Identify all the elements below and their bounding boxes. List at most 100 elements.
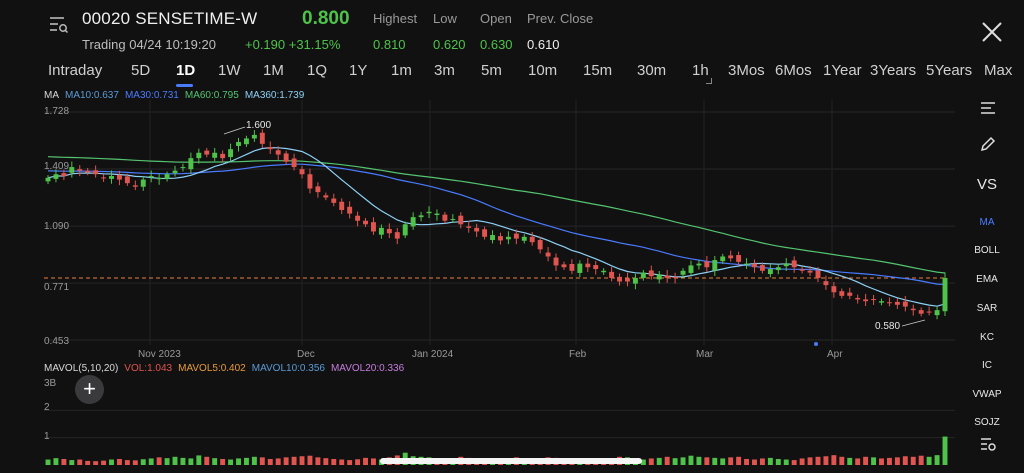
tab-10m[interactable]: 10m	[528, 62, 558, 79]
time-axis-label: Nov 2023	[138, 349, 181, 360]
vs-button[interactable]: VS	[976, 176, 997, 193]
tab-intraday[interactable]: Intraday	[48, 62, 103, 79]
candle-body	[220, 153, 226, 159]
ma-legend-label: MA	[44, 90, 59, 101]
volume-bar	[101, 460, 107, 465]
candle-body	[545, 252, 551, 257]
candle-body	[363, 220, 368, 225]
volume-bar	[712, 457, 718, 465]
high-annotation-leader	[223, 126, 246, 135]
candle-body	[410, 217, 416, 227]
tab-1w[interactable]: 1W	[218, 62, 241, 79]
tab-1q[interactable]: 1Q	[307, 62, 328, 79]
tab-6mos[interactable]: 6Mos	[775, 62, 812, 79]
indicator-ema[interactable]: EMA	[976, 274, 998, 285]
pencil-icon[interactable]	[978, 134, 998, 154]
candle-body	[490, 235, 495, 241]
volume-bar	[688, 455, 694, 465]
volume-bar	[267, 458, 273, 465]
volume-bar	[926, 456, 932, 465]
list-search-icon[interactable]	[48, 14, 68, 36]
volume-bar	[283, 457, 289, 465]
tab-3m[interactable]: 3m	[434, 62, 455, 79]
tab-max[interactable]: Max	[984, 62, 1013, 79]
volume-bar	[132, 460, 138, 465]
indicator-vwap[interactable]: VWAP	[972, 389, 1002, 400]
candle-body	[180, 167, 186, 169]
volume-bar	[640, 459, 646, 465]
candle-body	[331, 198, 337, 203]
tab-30m[interactable]: 30m	[637, 62, 667, 79]
list-settings-icon[interactable]	[978, 98, 998, 118]
candle-body	[783, 263, 789, 267]
volume-bar	[736, 456, 742, 465]
indicator-boll[interactable]: BOLL	[974, 245, 1000, 256]
candle-body	[744, 263, 750, 265]
tab-3mos[interactable]: 3Mos	[728, 62, 765, 79]
candle-body	[799, 269, 805, 271]
volume-bar	[680, 457, 686, 465]
tab-1y[interactable]: 1Y	[349, 62, 368, 79]
tab-1d[interactable]: 1D	[176, 62, 196, 79]
indicator-ma[interactable]: MA	[979, 217, 995, 228]
volume-bar	[236, 458, 241, 465]
candle-body	[323, 195, 329, 198]
add-indicator-button[interactable]: +	[75, 375, 104, 404]
price-change: +0.190 +31.15%	[245, 37, 341, 52]
candle-body	[847, 292, 853, 296]
candle-body	[347, 206, 353, 214]
volume-bar	[347, 460, 353, 465]
candle-body	[267, 147, 273, 150]
mavol20-legend: MAVOL20:0.336	[330, 363, 405, 374]
candle-body	[339, 201, 345, 210]
volume-bar	[323, 458, 329, 465]
candle-body	[759, 265, 765, 271]
indicator-kc[interactable]: KC	[980, 332, 994, 343]
indicator-ic[interactable]: IC	[982, 360, 992, 371]
current-price: 0.800	[302, 8, 350, 29]
tab-1m-minute[interactable]: 1m	[391, 62, 412, 79]
tab-1year[interactable]: 1Year	[823, 62, 862, 79]
stock-symbol: 00020 SENSETIME-W	[82, 9, 258, 28]
candle-body	[537, 240, 543, 250]
volume-bar	[759, 458, 765, 465]
time-axis-label: Apr	[827, 349, 843, 360]
active-tab-underline	[176, 84, 193, 87]
candle-body	[101, 177, 107, 179]
volume-bar	[188, 458, 194, 465]
candle-body	[370, 222, 376, 232]
close-icon[interactable]	[980, 20, 1004, 44]
volume-bar	[799, 458, 805, 465]
low-annotation: 0.580	[875, 321, 901, 332]
candle-body	[124, 176, 130, 184]
candle-body	[418, 215, 424, 218]
volume-bar	[251, 456, 257, 465]
volume-bar	[140, 459, 146, 465]
candle-body	[561, 264, 567, 268]
tab-1h[interactable]: 1h	[692, 62, 709, 79]
tab-3years[interactable]: 3Years	[870, 62, 917, 79]
indicator-sojz[interactable]: SOJZ	[974, 417, 1000, 428]
candle-body	[172, 170, 178, 174]
price-axis-label: 1.409	[44, 161, 70, 172]
tab-1m-month[interactable]: 1M	[263, 62, 284, 79]
candle-body	[482, 229, 488, 237]
volume-bar	[752, 459, 757, 465]
candle-body	[918, 310, 924, 314]
volume-bar	[720, 458, 726, 465]
candle-body	[156, 177, 162, 180]
candle-body	[775, 267, 781, 271]
tab-5years[interactable]: 5Years	[926, 62, 973, 79]
tab-15m[interactable]: 15m	[583, 62, 613, 79]
volume-bar	[220, 458, 226, 465]
tab-5m[interactable]: 5m	[481, 62, 502, 79]
candle-body	[402, 224, 408, 236]
indicator-settings-icon[interactable]	[978, 434, 998, 454]
indicator-sar[interactable]: SAR	[976, 303, 998, 314]
tab-5d[interactable]: 5D	[131, 62, 151, 79]
volume-legend: MAVOL(5,10,20) VOL:1.043 MAVOL5:0.402 MAVOL…	[44, 363, 410, 374]
candle-body	[593, 265, 599, 270]
candle-body	[283, 153, 289, 162]
event-marker-dot	[814, 342, 818, 346]
